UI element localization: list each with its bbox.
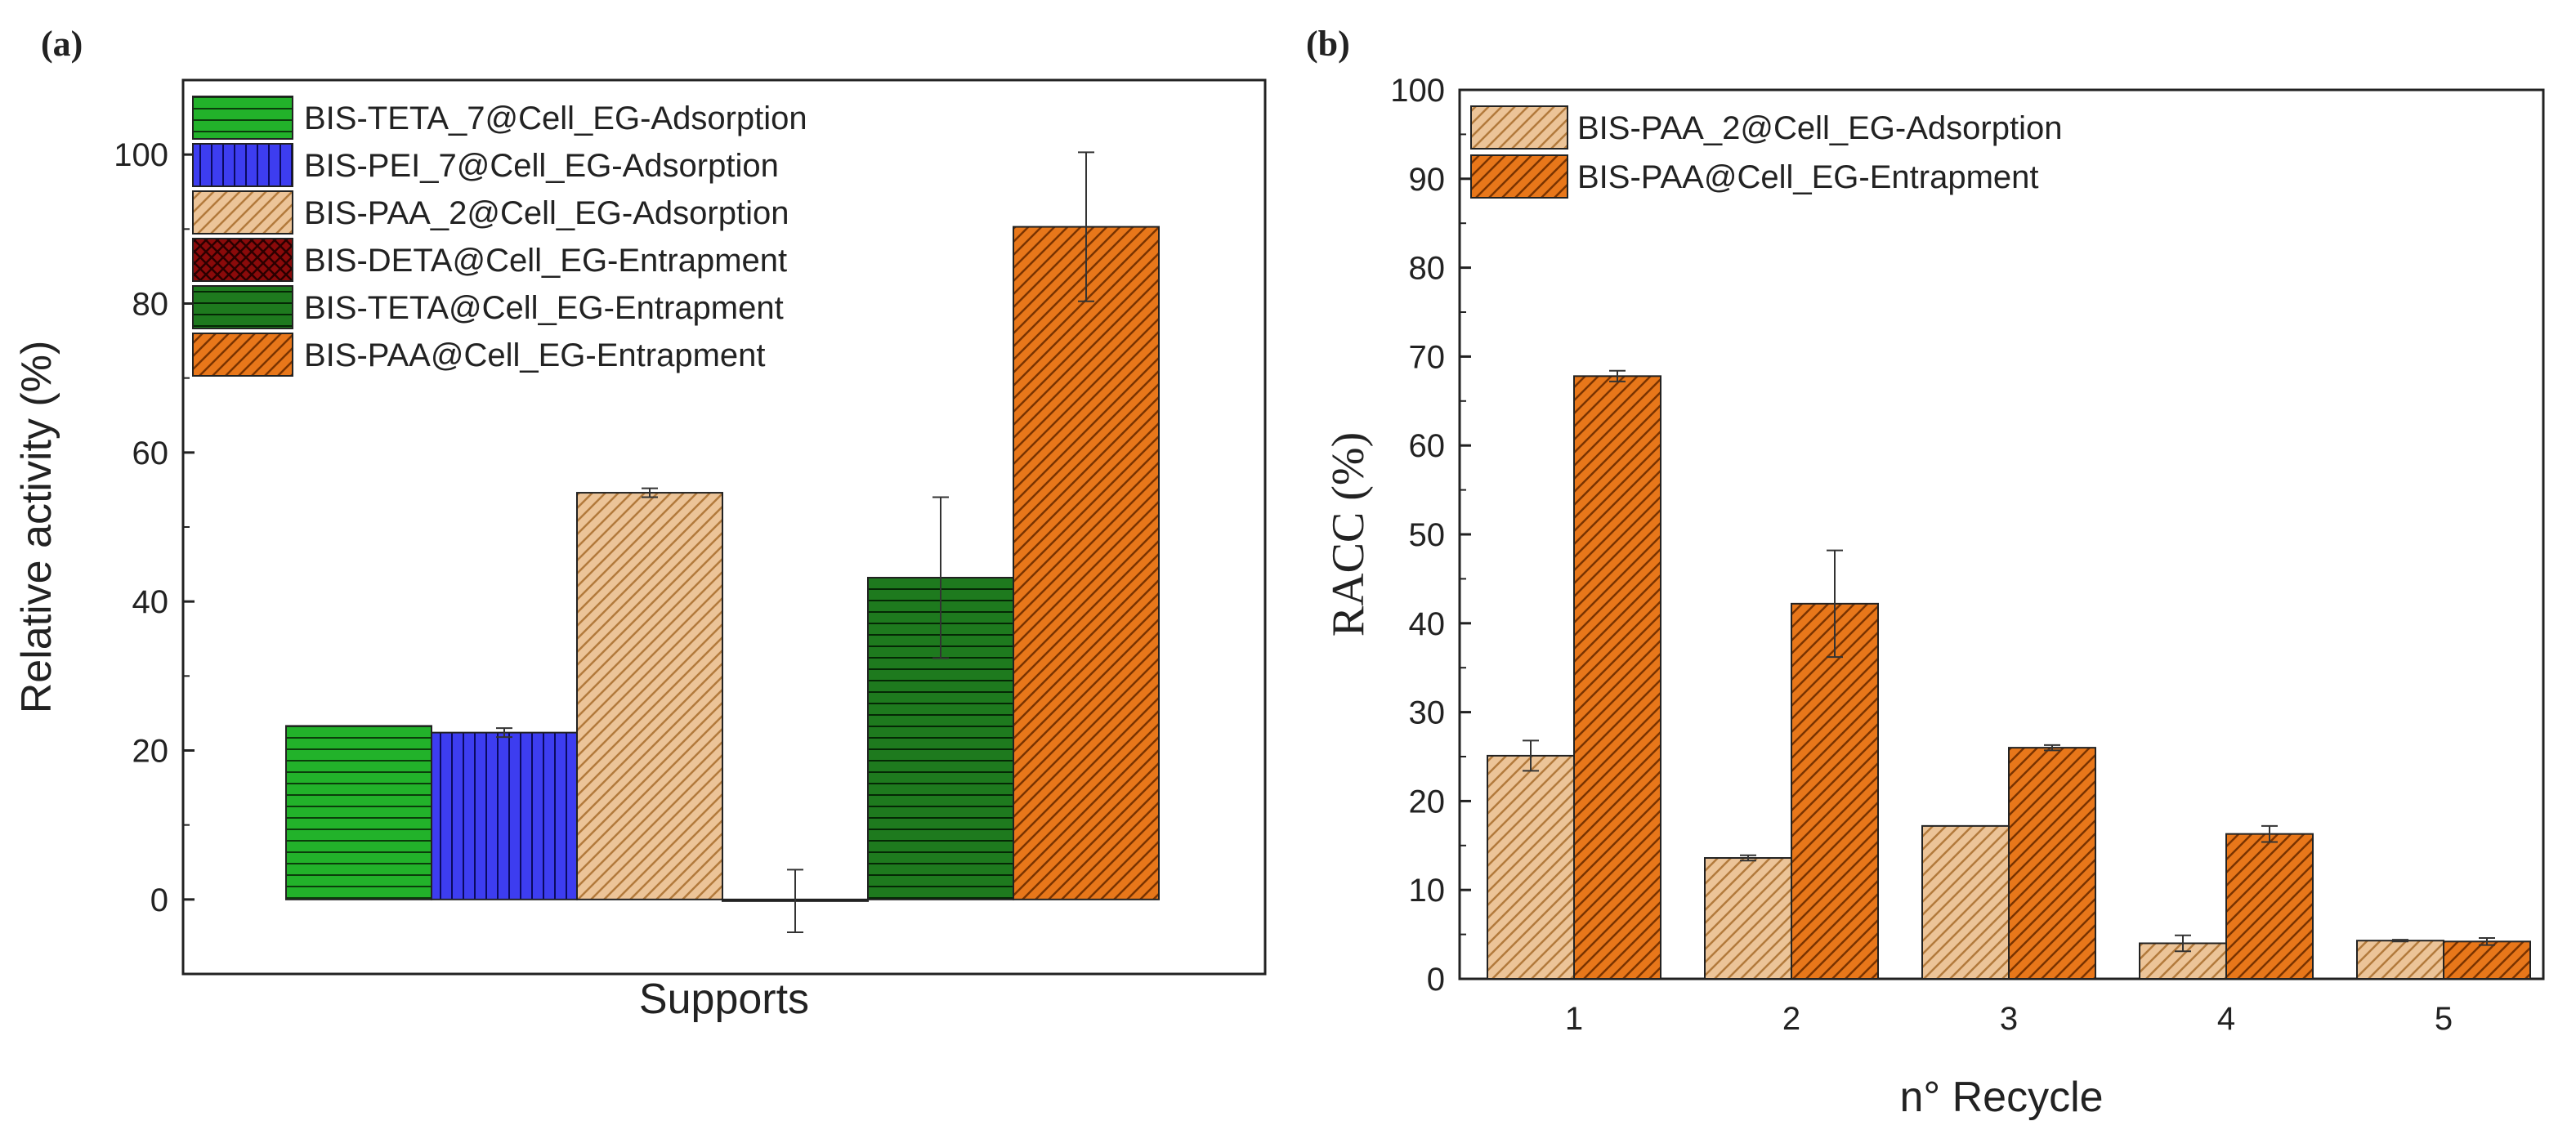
bar-a-bis-paa-2-cell-eg-adsorption: [576, 492, 723, 900]
legend-label-a-bis-deta-cell-eg-entrapment: BIS-DETA@Cell_EG-Entrapment: [304, 243, 787, 279]
bar-a-bis-teta-7-cell-eg-adsorption: [285, 725, 432, 900]
legend-a: BIS-TETA_7@Cell_EG-Adsorption BIS-PEI_7@C…: [192, 96, 807, 377]
legend-label-b-bis-paa-cell-eg-entrapment: BIS-PAA@Cell_EG-Entrapment: [1577, 159, 2039, 195]
y-tick-label-b: 80: [1409, 251, 1446, 287]
y-tick-label-b: 10: [1409, 873, 1446, 909]
legend-label-a-bis-paa-cell-eg-entrapment: BIS-PAA@Cell_EG-Entrapment: [304, 337, 766, 373]
legend-swatch-a-bis-paa-cell-eg-entrapment: [192, 333, 293, 377]
bar-b-bis-paa-cell-eg-entrapment-5: [2443, 940, 2531, 980]
chart-panel-a: 0 20 40 60 80 100 BIS-TETA_7@Cell_EG-Adsorpti…: [13, 78, 1267, 1023]
bar-b-bis-paa-cell-eg-entrapment-2: [1791, 602, 1879, 980]
x-tick-label-b: 3: [2000, 1001, 2018, 1037]
legend-swatch-a-bis-pei-7-cell-eg-adsorption: [192, 143, 293, 187]
legend-label-a-bis-teta-7-cell-eg-adsorption: BIS-TETA_7@Cell_EG-Adsorption: [304, 100, 807, 136]
chart-panel-b: 0 10 20 30 40 50 60 70 80 90 100 1 2 3 4 5 BIS-PAA_2@C…: [1323, 73, 2545, 1121]
legend-swatch-a-bis-paa-2-cell-eg-adsorption: [192, 190, 293, 234]
x-axis-title-a: Supports: [639, 976, 809, 1023]
bar-a-bis-pei-7-cell-eg-adsorption: [431, 731, 578, 900]
y-tick-label-b: 30: [1409, 695, 1446, 731]
x-tick-label-b: 2: [1782, 1001, 1800, 1037]
y-tick-label-a: 60: [132, 436, 169, 471]
bar-b-bis-paa-2-cell-eg-adsorption-2: [1704, 857, 1792, 980]
legend-swatch-b-bis-paa-2-cell-eg-adsorption: [1470, 105, 1568, 150]
y-tick-label-b: 40: [1409, 606, 1446, 642]
legend-swatch-a-bis-teta-7-cell-eg-adsorption: [192, 96, 293, 140]
y-tick-label-b: 60: [1409, 428, 1446, 464]
y-tick-label-a: 80: [132, 287, 169, 323]
y-tick-label-a: 100: [114, 137, 168, 173]
y-tick-label-a: 0: [150, 882, 168, 918]
y-axis-a: 0 20 40 60 80 100: [114, 79, 195, 975]
x-tick-label-b: 1: [1565, 1001, 1583, 1037]
y-tick-label-b: 20: [1409, 784, 1446, 820]
y-axis-b: 0 10 20 30 40 50 60 70 80 90 100: [1390, 73, 1471, 998]
panel-a-label: (a): [41, 24, 83, 64]
y-axis-title-b: RACC (%): [1323, 432, 1374, 636]
legend-b: BIS-PAA_2@Cell_EG-Adsorption BIS-PAA@Cell…: [1470, 105, 2062, 199]
bars-a: [285, 151, 1160, 933]
y-tick-label-a: 40: [132, 584, 169, 620]
legend-label-a-bis-pei-7-cell-eg-adsorption: BIS-PEI_7@Cell_EG-Adsorption: [304, 148, 779, 184]
bar-b-bis-paa-cell-eg-entrapment-3: [2008, 747, 2096, 980]
bar-b-bis-paa-2-cell-eg-adsorption-3: [1921, 824, 2010, 980]
legend-label-a-bis-paa-2-cell-eg-adsorption: BIS-PAA_2@Cell_EG-Adsorption: [304, 195, 789, 231]
y-axis-title-a: Relative activity (%): [13, 341, 60, 714]
y-tick-label-b: 100: [1390, 73, 1445, 109]
x-tick-label-b: 5: [2435, 1001, 2453, 1037]
y-tick-label-b: 70: [1409, 339, 1446, 375]
bars-b: [1487, 369, 2531, 980]
panel-b-label: (b): [1306, 24, 1350, 64]
bar-a-bis-paa-cell-eg-entrapment: [1013, 226, 1160, 900]
bar-b-bis-paa-2-cell-eg-adsorption-5: [2356, 940, 2444, 980]
bar-b-bis-paa-2-cell-eg-adsorption-1: [1487, 754, 1575, 980]
x-tick-label-b: 4: [2217, 1001, 2235, 1037]
legend-swatch-a-bis-deta-cell-eg-entrapment: [192, 238, 293, 282]
legend-label-b-bis-paa-2-cell-eg-adsorption: BIS-PAA_2@Cell_EG-Adsorption: [1577, 110, 2062, 146]
legend-label-a-bis-teta-cell-eg-entrapment: BIS-TETA@Cell_EG-Entrapment: [304, 290, 784, 326]
y-tick-label-a: 20: [132, 734, 169, 770]
legend-swatch-b-bis-paa-cell-eg-entrapment: [1470, 154, 1568, 199]
y-tick-label-b: 90: [1409, 162, 1446, 198]
legend-swatch-a-bis-teta-cell-eg-entrapment: [192, 285, 293, 329]
bar-b-bis-paa-cell-eg-entrapment-4: [2225, 833, 2314, 980]
y-tick-label-b: 50: [1409, 517, 1446, 553]
x-axis-title-b: n° Recycle: [1899, 1074, 2103, 1121]
bar-b-bis-paa-cell-eg-entrapment-1: [1573, 375, 1661, 980]
y-tick-label-b: 0: [1427, 962, 1445, 998]
